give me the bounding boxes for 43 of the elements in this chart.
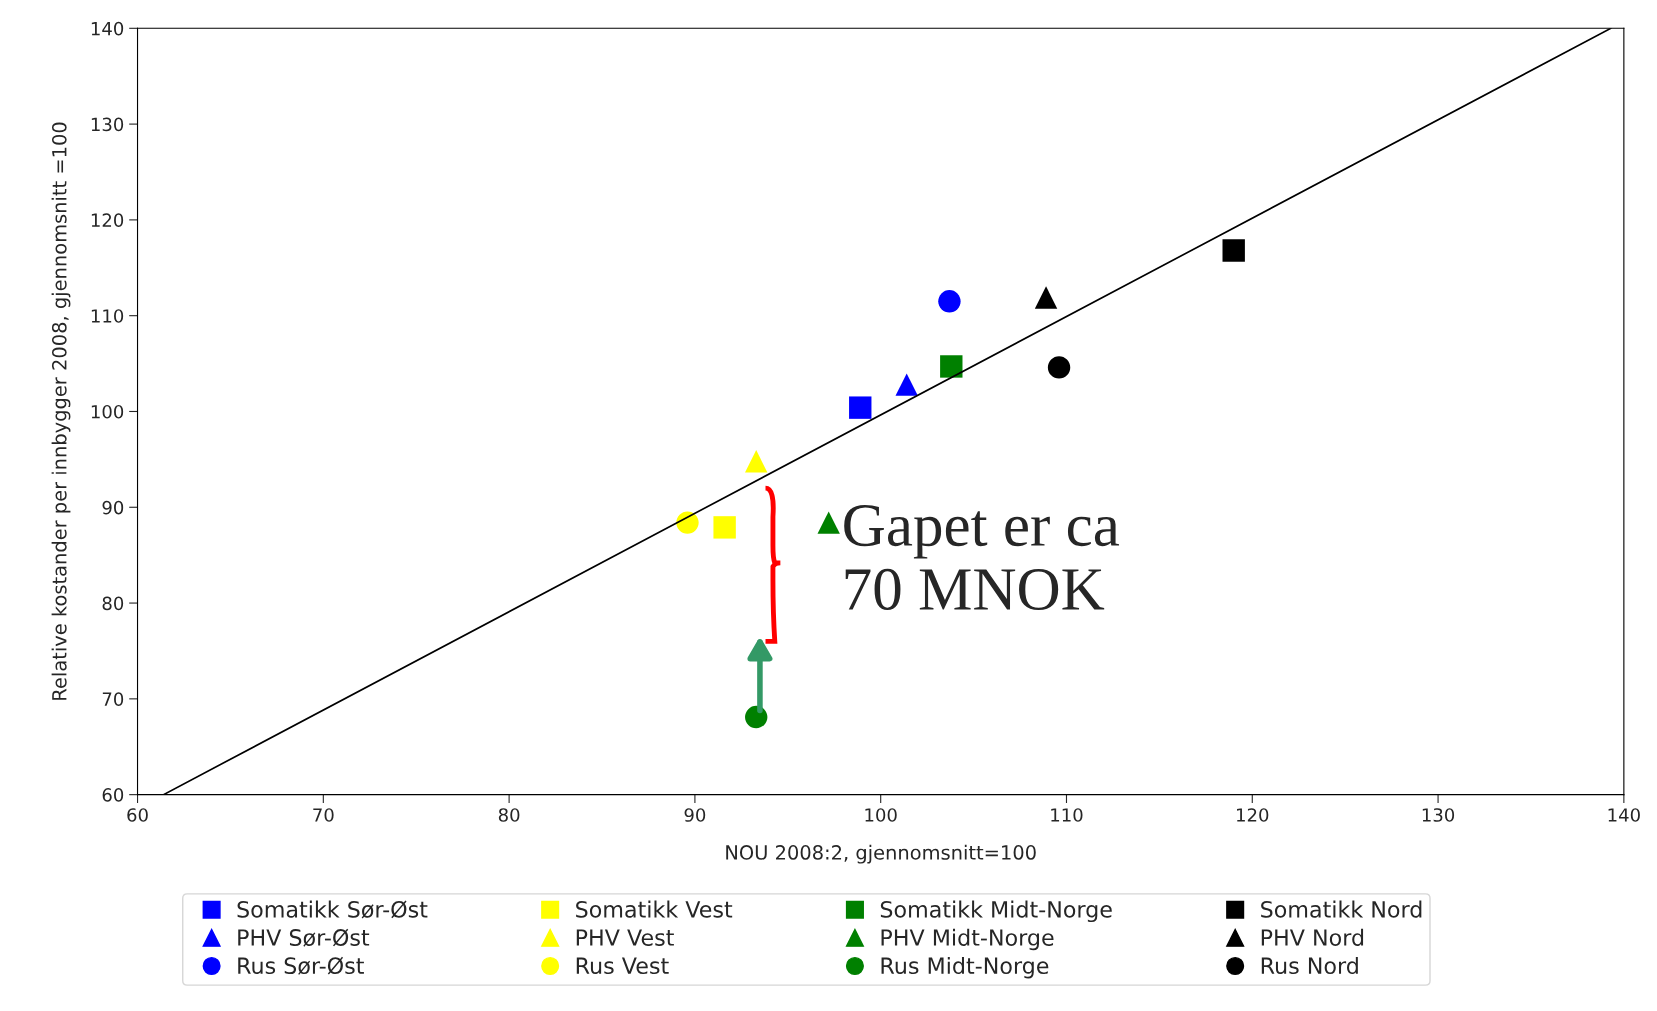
x-tick-label: 90 [684,808,706,822]
legend-label: PHV Nord [1261,928,1364,946]
x-tick-label: 110 [1051,808,1083,822]
point [940,355,963,378]
x-tick-label: 140 [1608,808,1640,822]
y-tick-label: 140 [91,21,124,36]
legend-label: Somatikk Vest [576,900,733,918]
x-axis-title: NOU 2008:2, gjennomsnitt=100 [726,844,1036,864]
point [713,516,736,539]
x-tick-label: 120 [1237,808,1269,822]
annotation: Gapet er ca 70 MNOK [844,505,1120,611]
point [1034,286,1058,309]
point [849,396,872,419]
y-tick-label: 60 [102,788,124,802]
point [895,373,918,396]
y-tick-label: 120 [91,213,124,228]
y-tick-label: 110 [91,309,124,323]
legend-label: PHV Midt-Norge [881,928,1054,951]
legend-label: Rus Nord [1261,956,1358,975]
y-tick-label: 70 [102,692,124,706]
point [1047,356,1071,379]
x-tick-label: 70 [313,808,334,822]
y-tick-label: 80 [102,596,124,611]
point [938,290,961,313]
legend-label: Somatikk Nord [1261,900,1422,918]
point [1222,239,1245,262]
y-tick-label: 100 [91,404,124,419]
point [817,511,840,534]
y-tick-label: 130 [91,117,124,132]
x-tick-label: 60 [127,808,148,822]
legend-label: PHV Vest [576,929,674,946]
y-tick-label: 90 [102,500,124,515]
y-axis-title: Relative kostander per innbygger 2008, gjennomsnitt =100 [51,122,71,700]
legend-label: Somatikk Sør-Øst [237,900,428,919]
point [745,450,768,473]
x-tick-label: 130 [1422,808,1455,822]
legend-label: Rus Midt-Norge [881,956,1049,979]
legend-label: Somatikk Midt-Norge [880,900,1112,923]
legend-label: Rus Sør-Øst [238,956,364,975]
legend-label: PHV Sør-Øst [238,928,370,947]
x-tick-label: 100 [865,808,897,822]
legend-label: Rus Vest [576,957,669,975]
x-tick-label: 80 [498,808,520,822]
